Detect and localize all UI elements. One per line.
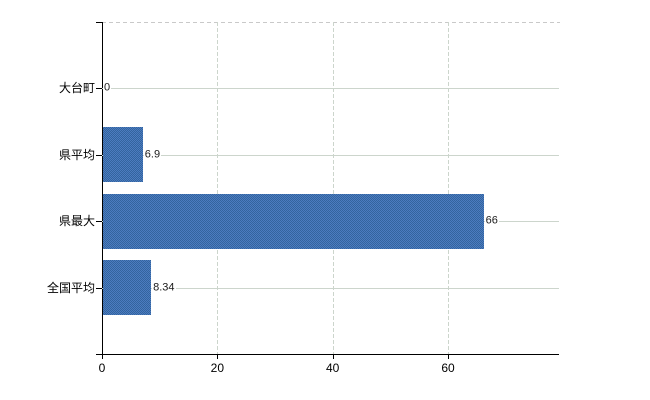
gridline-horizontal — [102, 88, 559, 90]
gridline-vertical — [217, 22, 219, 354]
gridline-vertical — [332, 22, 334, 354]
bar — [103, 127, 143, 183]
x-tick-label: 40 — [325, 361, 340, 375]
category-label: 全国平均 — [46, 280, 95, 295]
x-axis-tick — [448, 354, 449, 359]
x-axis-line — [96, 354, 559, 355]
bar-value-label: 66 — [484, 214, 499, 228]
y-axis-tick — [96, 154, 102, 156]
category-label: 県平均 — [58, 147, 95, 162]
x-axis-tick — [102, 354, 103, 359]
bar-value-label: 6.9 — [143, 148, 162, 162]
gridline-vertical — [448, 22, 449, 354]
y-axis-tick — [96, 221, 102, 223]
bar-value-label: 8.34 — [152, 281, 176, 295]
bar-value-label: 0 — [103, 81, 112, 95]
x-tick-label: 20 — [210, 361, 225, 375]
y-axis-line — [102, 22, 103, 355]
x-axis-tick — [217, 354, 219, 359]
category-label: 大台町 — [58, 81, 95, 96]
x-tick-label: 60 — [441, 361, 455, 375]
bar — [103, 193, 484, 249]
bar — [103, 260, 152, 316]
plot-top-border — [102, 22, 560, 23]
y-axis-top-tick — [96, 22, 102, 23]
x-axis-tick — [332, 354, 334, 359]
gridline-horizontal — [102, 154, 559, 156]
category-label: 県最大 — [58, 214, 95, 229]
x-tick-label: 0 — [98, 361, 106, 375]
y-axis-tick — [96, 287, 102, 289]
gridline-horizontal — [102, 287, 559, 289]
y-axis-tick — [96, 88, 102, 90]
